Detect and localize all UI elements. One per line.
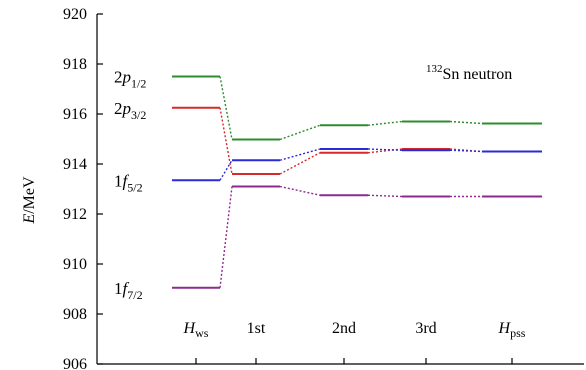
y-tick-label: 912	[63, 206, 87, 223]
level-connector	[367, 120, 403, 126]
level-connector	[219, 107, 233, 175]
level-connector	[279, 185, 321, 196]
level-connector	[219, 186, 233, 288]
connectors	[219, 76, 483, 288]
x-tick-label: 2nd	[332, 320, 356, 337]
level-label: 1f5/2	[114, 171, 143, 194]
level-connector	[449, 120, 483, 125]
y-tick-label: 918	[63, 56, 87, 73]
y-tick-label: 910	[63, 256, 87, 273]
level-connector	[367, 148, 403, 151]
level-connector	[279, 148, 321, 161]
level-connector	[219, 76, 233, 140]
axes	[96, 14, 584, 365]
y-tick-label: 914	[63, 156, 87, 173]
level-labels: 2p1/2 2p3/2 1f5/2 1f7/2	[114, 68, 146, 302]
x-tick-label: Hpss	[498, 320, 526, 340]
y-tick-label: 906	[63, 356, 87, 370]
y-axis-label: E/MeV	[21, 176, 38, 225]
level-connector	[367, 194, 403, 198]
level-label: 2p1/2	[114, 68, 146, 91]
level-connector	[449, 148, 483, 153]
level-connector	[279, 124, 321, 141]
level-connector	[449, 149, 483, 153]
level-label: 2p3/2	[114, 99, 146, 122]
x-tick-label: Hws	[183, 320, 209, 340]
levels	[172, 75, 542, 289]
x-tick-label: 3rd	[415, 320, 436, 337]
y-tick-label: 920	[63, 6, 87, 23]
x-ticks: Hws 1st 2nd 3rd Hpss	[183, 320, 526, 364]
level-connector	[279, 152, 321, 175]
y-tick-label: 908	[63, 306, 87, 323]
x-tick-label: 1st	[247, 320, 266, 337]
level-label: 1f7/2	[114, 279, 143, 302]
y-ticks: 906 908 910 912 914 916 918 920	[63, 6, 103, 370]
y-tick-label: 916	[63, 106, 87, 123]
annotation: 132Sn neutron	[426, 63, 512, 83]
